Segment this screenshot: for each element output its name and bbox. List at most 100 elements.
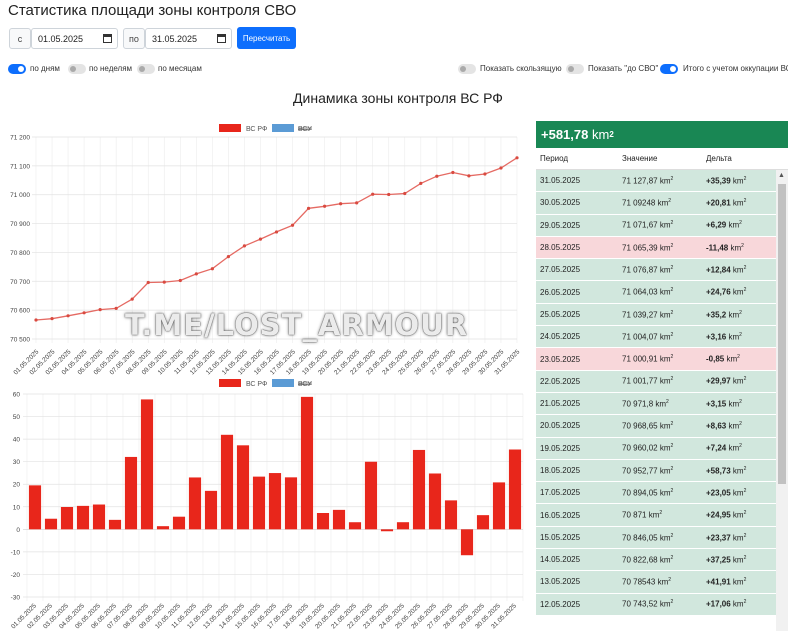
y-tick-label: 70 800 [10,250,30,257]
y-tick-label: 30 [13,459,21,466]
data-point [194,272,198,276]
row-delta: +20,81 [706,198,731,208]
y-tick-label: -10 [11,549,21,556]
table-row: 27.05.2025 71 076,87 km2 +12,84 km2 [536,259,776,282]
row-date: 27.05.2025 [540,265,581,275]
row-value: 71 064,03 [622,287,658,297]
scrollbar[interactable]: ▲ [776,170,788,631]
page-title: Статистика площади зоны контроля СВО [8,2,297,19]
row-value-cell: 71 076,87 km2 [622,265,674,275]
data-point [274,230,279,234]
bar [412,449,426,530]
watermark: T.ME/LOST_ARMOUR [125,308,469,342]
bar [252,476,266,530]
row-value: 70 871 [622,510,647,520]
row-date: 21.05.2025 [540,399,581,409]
row-value-cell: 71 064,03 km2 [622,287,674,297]
row-date: 15.05.2025 [540,532,581,542]
row-delta-cell: +7,24 km2 [706,443,742,454]
bar [476,515,490,530]
y-tick-label: 10 [13,504,21,511]
by-weeks-label: по неделям [89,64,133,73]
bar [108,519,122,530]
legend-label-rf: ВС РФ [246,126,267,133]
row-value-cell: 70 871 km2 [622,510,663,520]
row-value: 71 039,27 [622,310,658,320]
data-point [467,174,471,178]
data-point [82,311,86,315]
row-date: 26.05.2025 [540,287,581,297]
row-delta: +23,05 [706,488,731,498]
bar [444,500,458,530]
by-weeks-toggle[interactable] [68,64,86,74]
row-delta-cell: +20,81 km2 [706,198,747,208]
row-value: 70 822,68 [622,555,658,565]
recalculate-button[interactable]: Пересчитать [237,27,296,49]
y-tick-label: 70 500 [10,337,30,344]
bar [380,529,394,532]
row-value: 70 78543 [622,577,656,587]
bar [172,516,186,530]
row-delta: +12,84 [706,265,731,275]
bar [300,396,314,530]
row-value: 71 004,07 [622,332,658,342]
y-tick-label: 71 100 [10,163,30,170]
row-value: 70 743,52 [622,600,658,610]
data-point [499,166,503,170]
from-date-input[interactable]: 01.05.2025 [31,28,118,49]
scroll-up-icon[interactable]: ▲ [778,172,785,179]
show-before-svo-toggle[interactable] [566,64,584,74]
row-delta-cell: +41,91 km2 [706,577,747,587]
row-value-cell: 71 09248 km2 [622,198,672,208]
show-before-svo-label: Показать "до СВО" [588,64,659,73]
y-tick-label: -30 [11,595,21,602]
stats-panel: +581,78 km 2 Период Значение Дельта 31.05… [536,121,788,631]
by-days-toggle[interactable] [8,64,26,74]
row-value: 71 127,87 [622,176,658,186]
y-tick-label: 71 000 [10,192,30,199]
show-moving-toggle[interactable] [458,64,476,74]
row-date: 20.05.2025 [540,421,581,431]
total-with-afu-toggle[interactable] [660,64,678,74]
row-value: 70 960,02 [622,444,658,454]
total-delta: +581,78 km 2 [536,121,788,148]
bar [268,473,282,530]
table-row: 15.05.2025 70 846,05 km2 +23,37 km2 [536,526,776,550]
row-value-cell: 71 065,39 km2 [622,242,674,253]
calendar-icon[interactable] [103,34,112,43]
data-point [306,206,311,210]
bar [316,513,330,530]
table-row: 14.05.2025 70 822,68 km2 +37,25 km2 [536,549,776,572]
to-date-input[interactable]: 31.05.2025 [145,28,232,49]
data-point [371,192,375,196]
data-point [290,223,295,227]
data-point [403,191,407,196]
row-delta: +41,91 [706,577,731,587]
data-point [162,280,166,284]
data-point [242,244,247,248]
data-point [451,170,455,175]
table-row: 31.05.2025 71 127,87 km2 +35,39 km2 [536,170,776,193]
scrollbar-thumb[interactable] [778,184,786,484]
row-value-cell: 70 846,05 km2 [622,532,674,543]
by-months-toggle[interactable] [137,64,155,74]
row-value-cell: 70 971,8 km2 [622,398,669,409]
row-delta-cell: +3,16 km2 [706,331,742,342]
row-delta: +3,16 [706,332,727,342]
calendar-icon[interactable] [217,34,226,43]
y-tick-label: 71 200 [10,135,30,142]
legend-swatch-rf [219,379,241,387]
row-value: 70 894,05 [622,488,658,498]
y-tick-label: 70 900 [10,221,30,228]
by-days-label: по дням [30,64,60,73]
to-label: по [123,28,145,49]
row-delta-cell: +23,37 km2 [706,532,747,543]
row-value-cell: 71 000,91 km2 [622,354,674,364]
row-delta-cell: +24,76 km2 [706,287,747,297]
bar [428,473,442,530]
row-delta: +37,25 [706,555,731,565]
row-value-cell: 71 001,77 km2 [622,376,674,387]
data-point [339,202,343,206]
row-date: 30.05.2025 [540,198,581,208]
row-value: 70 971,8 [622,399,654,409]
